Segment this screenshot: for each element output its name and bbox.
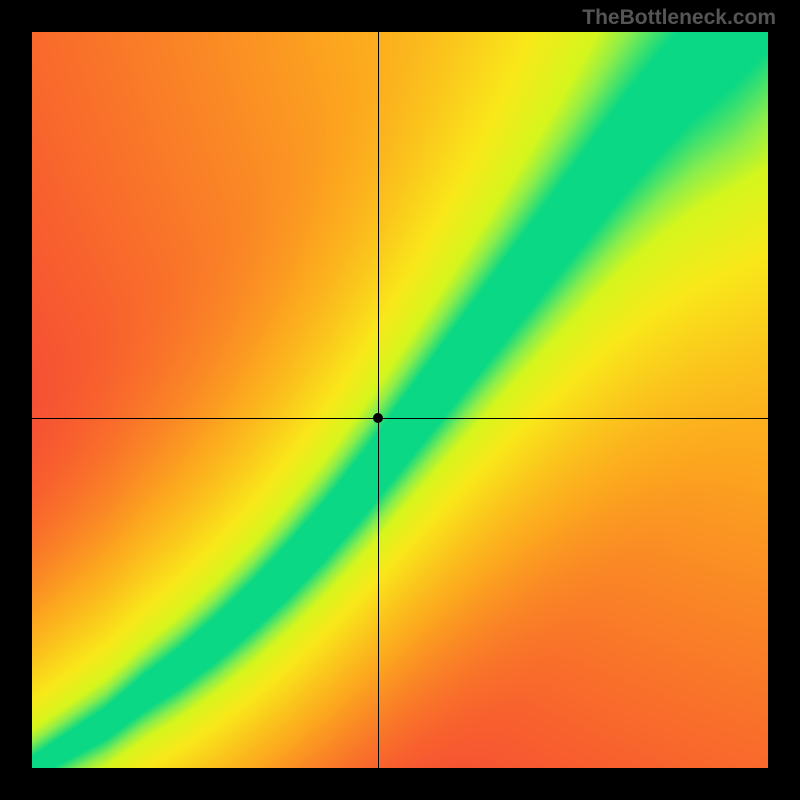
crosshair-horizontal [32,418,768,419]
heatmap-canvas [32,32,768,768]
watermark-text: TheBottleneck.com [582,6,776,30]
crosshair-vertical [378,32,379,768]
heatmap-plot [32,32,768,768]
crosshair-marker [373,413,383,423]
